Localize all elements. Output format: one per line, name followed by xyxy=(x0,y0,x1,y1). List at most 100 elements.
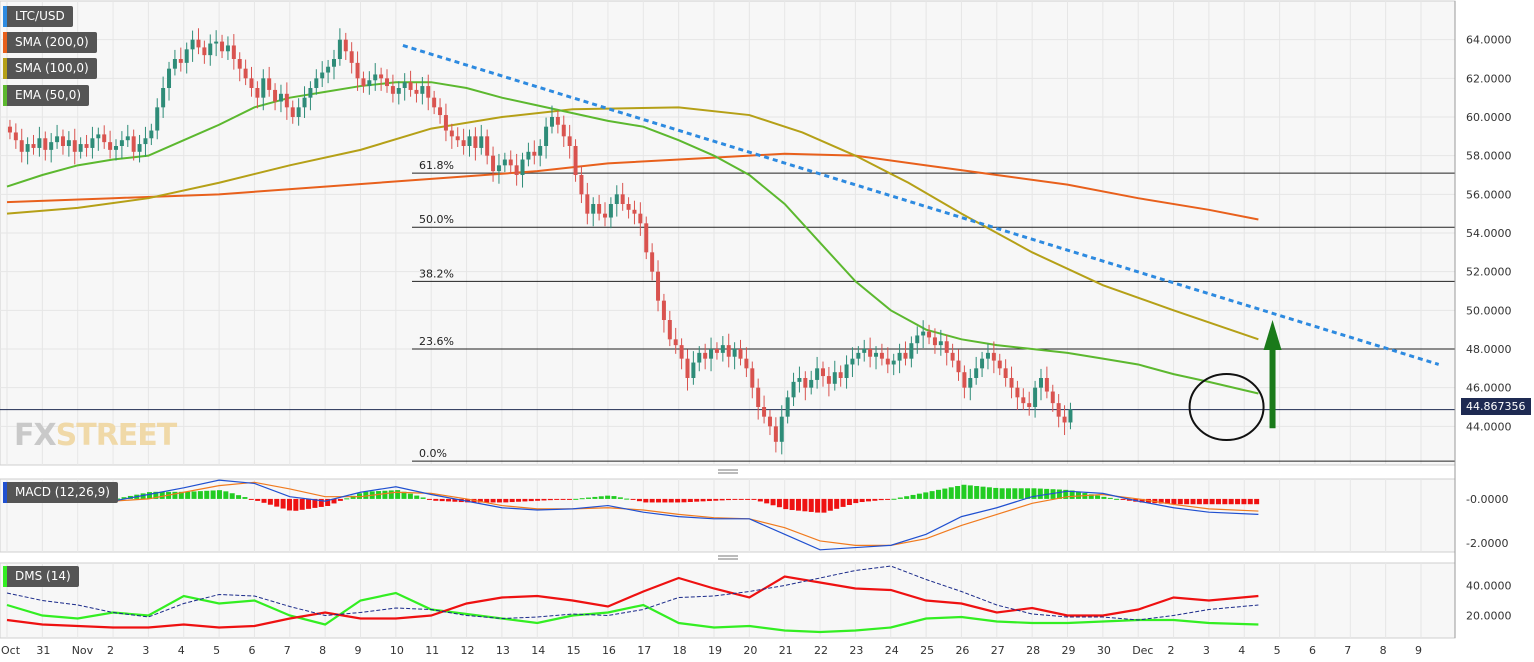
macd-histogram-bar xyxy=(477,498,483,503)
candle-body xyxy=(231,45,236,59)
x-tick-label: 4 xyxy=(1238,644,1245,657)
candle-body xyxy=(320,72,325,79)
candle-body xyxy=(314,78,319,88)
candle-body xyxy=(603,213,608,218)
candle-body xyxy=(90,138,95,148)
candle-body xyxy=(373,74,378,81)
candle-body xyxy=(249,78,254,88)
candle-body xyxy=(326,66,331,73)
x-tick-label: 18 xyxy=(673,644,687,657)
candle-body xyxy=(797,378,802,382)
candle-body xyxy=(549,117,554,127)
candle-body xyxy=(997,360,1002,369)
macd-histogram-bar xyxy=(630,498,636,500)
macd-histogram-bar xyxy=(986,487,992,499)
candle-body xyxy=(55,136,60,143)
legend-dms-label: DMS (14) xyxy=(15,569,71,583)
candle-body xyxy=(37,138,42,148)
candle-body xyxy=(938,341,943,346)
candle-body xyxy=(25,144,30,152)
x-tick-label: 20 xyxy=(743,644,757,657)
price-tick-label: 52.0000 xyxy=(1466,266,1512,279)
macd-histogram-bar xyxy=(897,497,903,499)
price-tick-label: 50.0000 xyxy=(1466,304,1512,317)
macd-histogram-bar xyxy=(1241,498,1247,505)
legend-ema50-label: EMA (50,0) xyxy=(15,88,82,102)
candle-body xyxy=(31,144,36,148)
macd-histogram-bar xyxy=(210,490,216,499)
macd-histogram-bar xyxy=(923,492,929,499)
macd-histogram-bar xyxy=(815,498,821,513)
legend-ltcusd[interactable]: LTC/USD xyxy=(3,6,73,27)
candle-body xyxy=(443,115,448,131)
macd-histogram-bar xyxy=(1088,494,1094,499)
macd-histogram-bar xyxy=(229,493,235,499)
macd-histogram-bar xyxy=(1158,498,1164,504)
candle-body xyxy=(49,142,54,150)
macd-histogram-bar xyxy=(1196,498,1202,505)
candle-body xyxy=(1062,416,1067,423)
macd-histogram-bar xyxy=(885,498,891,500)
candle-body xyxy=(673,339,678,346)
candle-body xyxy=(414,89,419,94)
macd-histogram-bar xyxy=(299,498,305,510)
candle-body xyxy=(508,159,513,166)
macd-histogram-bar xyxy=(153,491,159,499)
macd-histogram-bar xyxy=(350,495,356,499)
macd-histogram-bar xyxy=(223,491,229,499)
candle-body xyxy=(161,88,166,108)
macd-histogram-bar xyxy=(700,498,706,502)
candle-body xyxy=(331,59,336,67)
x-tick-label: 16 xyxy=(602,644,616,657)
macd-histogram-bar xyxy=(121,497,127,499)
macd-histogram-bar xyxy=(1254,498,1260,505)
candle-body xyxy=(438,107,443,116)
candle-body xyxy=(738,349,743,359)
legend-dms[interactable]: DMS (14) xyxy=(3,566,79,587)
candle-body xyxy=(632,209,637,214)
green-arrow-head xyxy=(1263,320,1282,350)
price-tick-label: 46.0000 xyxy=(1466,382,1512,395)
legend-ema50[interactable]: EMA (50,0) xyxy=(3,85,90,106)
macd-histogram-bar xyxy=(547,498,553,501)
candle-body xyxy=(102,134,107,143)
candle-body xyxy=(620,194,625,204)
candle-body xyxy=(667,320,672,340)
x-tick-label: 3 xyxy=(1203,644,1210,657)
axes: 64.0000 62.0000 60.0000 58.0000 56.0000 54.00… xyxy=(1,1,1512,657)
legend-sma100[interactable]: SMA (100,0) xyxy=(3,58,97,79)
macd-histogram-bar xyxy=(159,491,165,499)
legend-sma100-label: SMA (100,0) xyxy=(15,61,89,75)
legend-sma200[interactable]: SMA (200,0) xyxy=(3,32,97,53)
fib-label: 61.8% xyxy=(419,159,454,172)
macd-histogram-bar xyxy=(726,498,732,501)
candle-body xyxy=(921,331,926,336)
legend-macd[interactable]: MACD (12,26,9) xyxy=(3,482,118,503)
candle-body xyxy=(561,124,566,137)
macd-histogram-bar xyxy=(1165,498,1171,504)
candle-body xyxy=(650,252,655,272)
x-tick-label: 2 xyxy=(1168,644,1175,657)
candle-body xyxy=(149,130,154,139)
macd-histogram-bar xyxy=(853,498,859,504)
candle-body xyxy=(261,78,266,98)
macd-histogram-bar xyxy=(694,498,700,502)
candle-body xyxy=(396,88,401,94)
macd-histogram-bar xyxy=(802,498,808,512)
macd-histogram-bar xyxy=(216,490,222,499)
candle-body xyxy=(467,136,472,146)
macd-histogram-bar xyxy=(1184,498,1190,505)
macd-histogram-bar xyxy=(312,498,318,508)
macd-histogram-bar xyxy=(624,498,630,500)
trendline xyxy=(402,44,1440,366)
x-tick-label: 8 xyxy=(319,644,326,657)
highlight-circle xyxy=(1188,373,1265,441)
macd-histogram-bar xyxy=(1063,489,1069,499)
candle-body xyxy=(985,352,990,359)
macd-histogram-bar xyxy=(732,498,738,500)
macd-histogram-bar xyxy=(891,498,897,500)
macd-histogram-bar xyxy=(586,497,592,499)
candle-body xyxy=(762,407,767,417)
candle-body xyxy=(202,47,207,56)
candle-body xyxy=(714,349,719,353)
